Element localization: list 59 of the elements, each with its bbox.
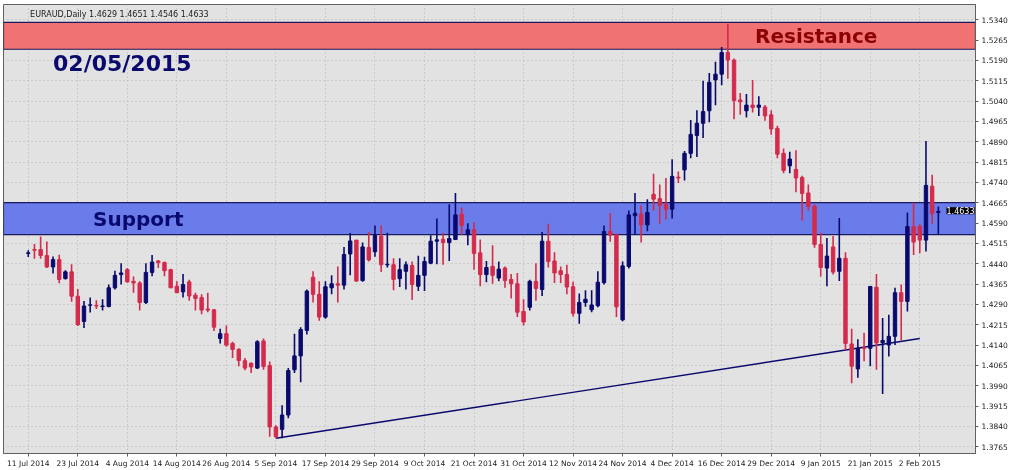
candlestick bbox=[335, 265, 341, 304]
band-label: Resistance bbox=[755, 23, 878, 48]
candlestick bbox=[837, 217, 842, 282]
candlestick bbox=[700, 79, 706, 139]
candlestick bbox=[824, 237, 830, 288]
candlestick bbox=[638, 204, 644, 244]
candlestick bbox=[44, 240, 50, 269]
candlestick bbox=[849, 327, 854, 385]
candlestick bbox=[478, 238, 483, 288]
candlestick bbox=[694, 109, 700, 158]
candlestick bbox=[502, 265, 508, 289]
candlestick bbox=[682, 150, 687, 182]
candlestick bbox=[292, 332, 297, 374]
candlestick bbox=[149, 254, 155, 277]
candlestick bbox=[112, 269, 118, 291]
candlestick bbox=[490, 244, 495, 285]
text: 02/05/2015 bbox=[53, 51, 192, 77]
candlestick bbox=[744, 93, 749, 119]
candlestick bbox=[57, 253, 62, 285]
candlestick bbox=[564, 263, 570, 296]
candlestick bbox=[936, 205, 941, 236]
candlestick bbox=[688, 119, 693, 160]
candlestick bbox=[137, 280, 142, 312]
candlestick bbox=[81, 300, 87, 329]
candlestick bbox=[738, 92, 743, 116]
candlestick bbox=[118, 262, 124, 286]
candlestick bbox=[496, 260, 501, 283]
candlestick bbox=[645, 198, 650, 232]
candlestick bbox=[663, 177, 669, 221]
candlestick bbox=[533, 262, 539, 302]
candlestick bbox=[861, 332, 867, 363]
candlestick bbox=[713, 60, 718, 107]
candlestick bbox=[719, 46, 724, 87]
candlestick bbox=[403, 260, 409, 291]
candlestick bbox=[409, 260, 415, 301]
candlestick bbox=[372, 224, 378, 258]
candlestick bbox=[471, 221, 477, 271]
annotation: EURAUD,Daily 1.4629 1.4651 1.4546 1.4633 bbox=[30, 9, 209, 19]
candlestick bbox=[317, 280, 322, 322]
candlestick bbox=[725, 23, 731, 80]
band-label: Support bbox=[93, 206, 184, 231]
candlestick bbox=[391, 257, 396, 292]
candlestick bbox=[787, 150, 792, 174]
candlestick bbox=[87, 296, 93, 314]
candlestick bbox=[459, 206, 464, 236]
candlestick bbox=[484, 260, 489, 283]
candlestick bbox=[756, 95, 762, 117]
candlestick bbox=[366, 231, 371, 263]
candlestick bbox=[899, 283, 904, 341]
candlestick bbox=[793, 149, 799, 193]
text: 1.4633 bbox=[946, 207, 975, 217]
candlestick bbox=[465, 222, 471, 247]
candlestick bbox=[750, 79, 755, 114]
candlestick bbox=[348, 232, 353, 277]
candlestick bbox=[180, 273, 186, 299]
candlestick bbox=[310, 270, 316, 304]
candlestick bbox=[26, 249, 31, 258]
candlestick bbox=[397, 257, 402, 288]
candlestick bbox=[434, 217, 440, 266]
